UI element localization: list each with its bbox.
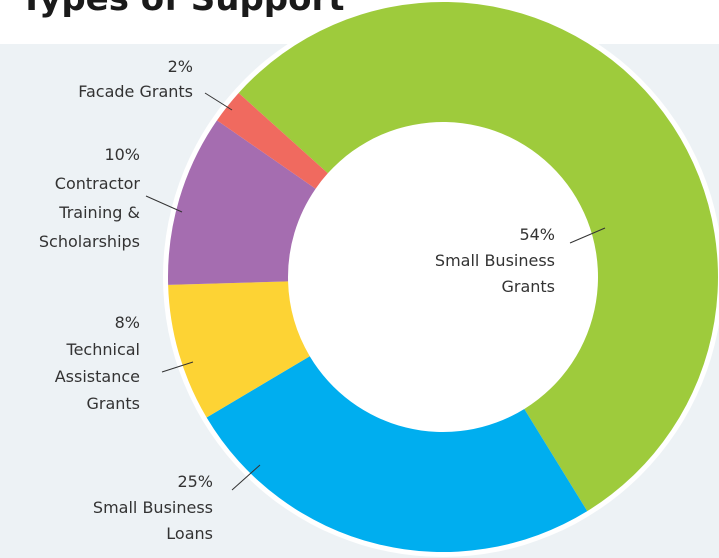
category-label: Contractor — [55, 174, 141, 193]
donut-segment — [216, 92, 328, 189]
leader-line — [204, 92, 233, 111]
category-label: Loans — [166, 524, 213, 543]
value-label: 25% — [177, 472, 213, 491]
category-label: Technical — [66, 340, 140, 359]
category-label: Training & — [58, 203, 140, 222]
category-label: Assistance — [55, 367, 140, 386]
category-label: Scholarships — [39, 232, 140, 251]
donut-segment — [168, 281, 310, 418]
value-label: 2% — [168, 57, 193, 76]
category-label: Small Business — [93, 498, 213, 517]
value-label: 8% — [115, 313, 140, 332]
leader-line — [161, 361, 194, 373]
category-label: Grants — [501, 277, 555, 296]
donut-segment — [206, 356, 588, 552]
category-label: Facade Grants — [78, 82, 193, 101]
value-label: 10% — [104, 145, 140, 164]
leader-line — [145, 195, 183, 213]
category-label: Grants — [86, 394, 140, 413]
chart-title: Types of Support — [20, 0, 345, 19]
value-label: 54% — [519, 225, 555, 244]
leader-line — [231, 464, 261, 491]
leader-line — [569, 227, 606, 244]
category-label: Small Business — [435, 251, 555, 270]
donut-segment — [168, 120, 316, 285]
donut-segment — [238, 2, 718, 512]
